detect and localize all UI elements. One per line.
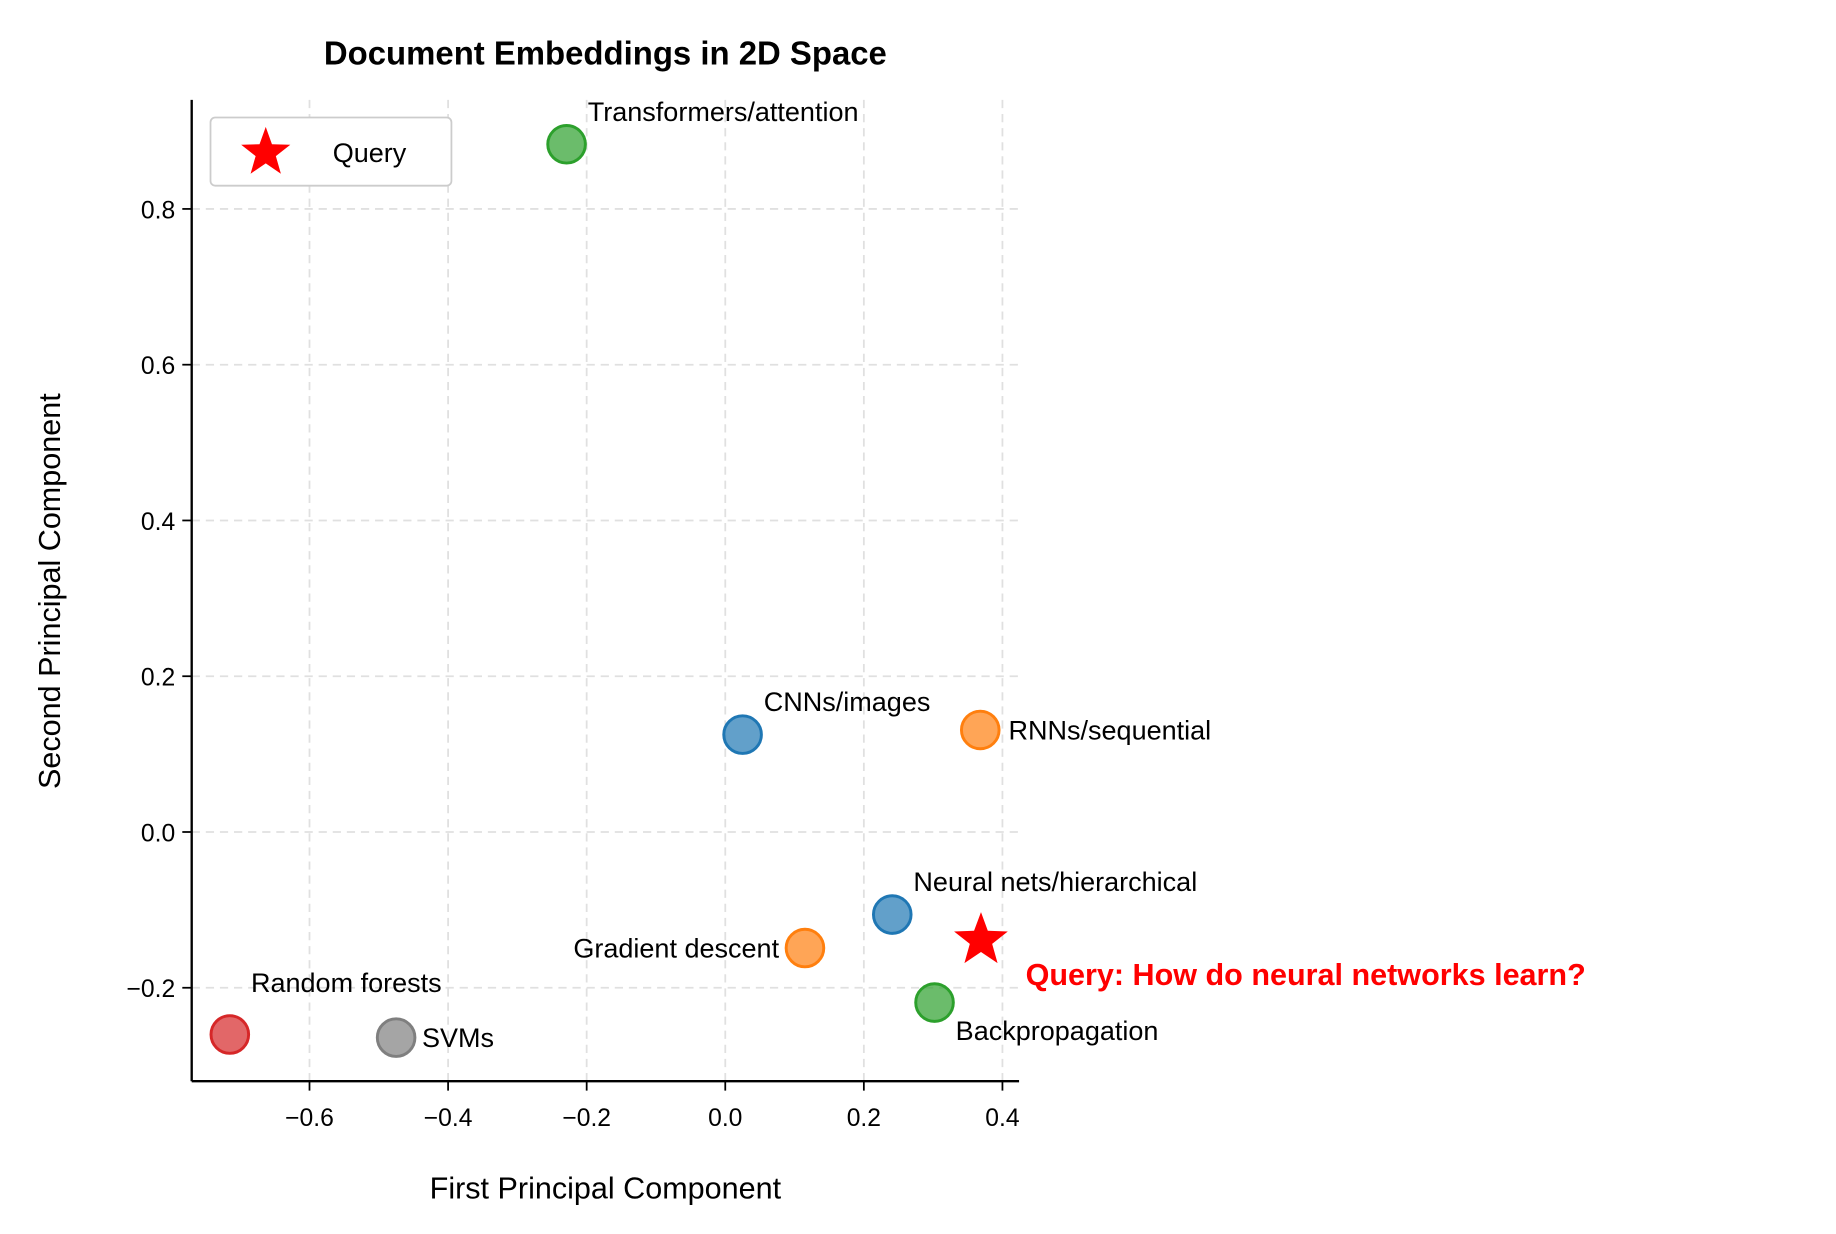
x-axis-label: First Principal Component [430,1172,782,1206]
query-star-marker [954,912,1008,964]
axes [190,99,1020,1083]
data-point [546,124,587,165]
data-point [914,982,955,1023]
data-point [784,927,826,969]
y-tick-label: 0.4 [141,509,175,536]
grid [191,99,1020,1082]
point-label: Backpropagation [956,1016,1159,1046]
legend-star-icon [241,126,291,174]
point-label: Neural nets/hierarchical [913,867,1197,897]
y-tick-label: 0.6 [141,353,175,380]
x-tick-label: 0.2 [847,1105,881,1132]
y-tick-label: 0.8 [141,197,175,224]
point-label: Random forests [251,968,442,998]
point-label: Gradient descent [573,933,779,963]
legend-box [209,116,453,187]
x-tick-label: −0.2 [562,1105,611,1132]
point-label: CNNs/images [764,687,931,717]
data-point [959,709,1001,751]
x-tick-label: −0.6 [285,1105,334,1132]
data-point [209,1014,251,1055]
x-tick-label: −0.4 [424,1105,473,1132]
ticks: −0.6 −0.4 −0.2 0.0 0.2 0.4 −0.2 0.0 0.2 0.4 0.6 0.8 [127,197,1020,1132]
x-tick-label: 0.0 [708,1105,742,1132]
chart-title: Document Embeddings in 2D Space [324,35,887,72]
legend-entry-query: Query [333,138,407,168]
y-tick-label: 0.0 [141,820,175,847]
data-point [375,1017,417,1058]
point-label: Transformers/attention [588,97,859,127]
data-point [871,894,913,935]
legend: Query [209,116,453,187]
y-axis-label: Second Principal Component [33,393,67,789]
data-point [722,714,763,755]
point-label: RNNs/sequential [1008,715,1211,745]
y-tick-label: −0.2 [127,976,176,1003]
points [209,124,1008,1058]
point-labels: Transformers/attention CNNs/images RNNs/se… [251,97,1586,1053]
y-tick-label: 0.2 [141,665,175,692]
x-tick-label: 0.4 [985,1105,1019,1132]
point-label: SVMs [422,1023,494,1053]
query-label: Query: How do neural networks learn? [1026,958,1586,992]
